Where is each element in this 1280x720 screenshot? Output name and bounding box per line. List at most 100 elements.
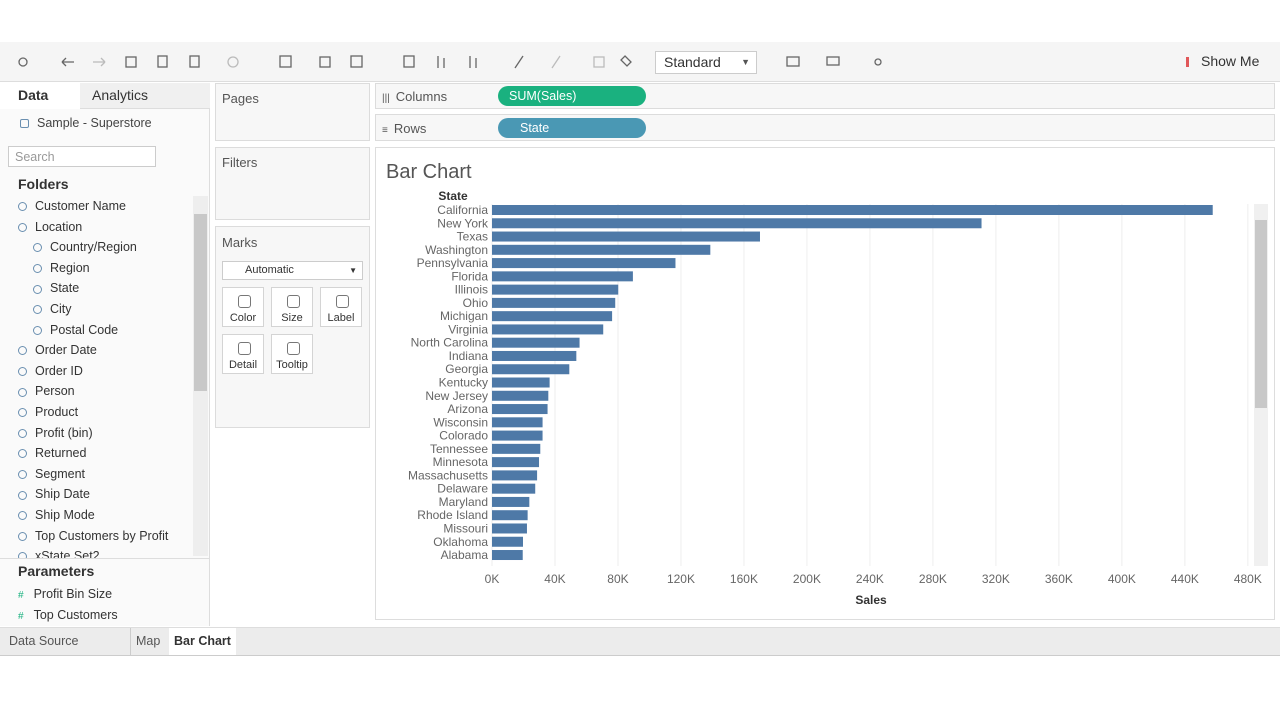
y-tick-label: Alabama [441, 548, 489, 562]
bar [492, 523, 527, 534]
mark-button[interactable]: Size [271, 287, 313, 327]
bar [492, 244, 711, 255]
mark-button[interactable]: Detail [222, 334, 264, 374]
field[interactable]: Location [18, 220, 82, 234]
y-tick-label: Oklahoma [433, 535, 488, 549]
field-name: Returned [35, 446, 87, 461]
bar [492, 205, 1213, 215]
y-tick-label: North Carolina [411, 336, 489, 350]
field[interactable]: Ship Mode [18, 508, 95, 522]
mark-button[interactable]: Tooltip [271, 334, 313, 374]
marks-card: Marks Automatic ▼ Color Size Label Detail Too… [215, 226, 370, 428]
field-name: Region [50, 260, 90, 275]
bar [492, 364, 570, 375]
field[interactable]: Country/Region [33, 240, 137, 254]
x-tick-label: 480K [1234, 572, 1262, 586]
columns-shelf: ||| Columns SUM(Sales) [375, 83, 1275, 109]
y-tick-label: Maryland [439, 495, 488, 509]
pages-title: Pages [222, 91, 259, 106]
field[interactable]: Top Customers by Profit [18, 529, 168, 543]
field[interactable]: State [33, 281, 79, 295]
y-axis-title: State [438, 189, 468, 203]
field-name: State [50, 281, 80, 296]
y-tick-label: Illinois [455, 283, 488, 297]
field[interactable]: Returned [18, 446, 86, 460]
bar [492, 536, 523, 547]
mark-type-dropdown[interactable]: Automatic ▼ [222, 261, 363, 280]
mark-button-label: Size [281, 312, 303, 324]
pages-card: Pages [215, 83, 370, 141]
field-name: Top Customers by Profit [35, 528, 169, 543]
bar [492, 218, 982, 229]
view-size: Standard [664, 54, 721, 70]
parameter[interactable]: # Profit Bin Size [18, 587, 113, 601]
mark-button-label: Detail [228, 359, 258, 371]
bar [492, 510, 528, 521]
data-source[interactable]: Sample - Superstore [20, 116, 152, 130]
field-name: Ship Date [35, 487, 90, 502]
field[interactable]: Postal Code [33, 323, 118, 337]
field[interactable]: Profit (bin) [18, 426, 93, 440]
search-box[interactable]: Search [8, 146, 156, 167]
bar [492, 284, 619, 295]
y-tick-label: Wisconsin [433, 415, 488, 429]
chart: Bar Chart State Sales 0K 40K 80K 120K 160K 200K 2… [386, 161, 1268, 607]
bar [492, 390, 549, 401]
marks-title: Marks [222, 235, 258, 250]
y-tick-label: Kentucky [439, 376, 488, 390]
bar [492, 404, 548, 415]
bar [492, 231, 760, 242]
y-tick-label: New York [437, 216, 489, 230]
field-name: Person [35, 384, 75, 399]
toolbar-icons [18, 55, 632, 69]
x-tick-label: 400K [1108, 572, 1136, 586]
analytics-tab[interactable]: Analytics [80, 83, 210, 109]
field[interactable]: Ship Date [18, 487, 90, 501]
y-tick-label: Washington [425, 243, 488, 257]
data-source-tab[interactable]: Data Source [9, 634, 79, 648]
field-name: Postal Code [50, 322, 119, 337]
mark-button-label: Label [327, 312, 355, 324]
mark-button-label: Tooltip [276, 359, 308, 371]
field[interactable]: Person [18, 384, 75, 398]
mark-button[interactable]: Color [222, 287, 264, 327]
field-name: Location [35, 219, 83, 234]
toolbar: Standard ▼ Show Me [0, 42, 1280, 82]
field-name: Profit (bin) [35, 425, 93, 440]
field[interactable]: City [33, 302, 72, 316]
x-tick-label: 0K [485, 572, 500, 586]
field-name: Product [35, 405, 79, 419]
parameter[interactable]: # Top Customers [18, 608, 118, 622]
field-name: Order Date [35, 343, 97, 358]
bars [492, 205, 1213, 561]
field[interactable]: Segment [18, 467, 85, 481]
rows-pill[interactable]: State [498, 118, 646, 138]
data-tab[interactable]: Data [0, 83, 80, 109]
bar [492, 350, 577, 361]
map-tab[interactable]: Map [130, 628, 165, 655]
field[interactable]: Customer Name [18, 199, 126, 213]
view-size-dropdown[interactable]: Standard ▼ [655, 51, 757, 74]
scrollbar [193, 196, 208, 556]
field[interactable]: Product [18, 405, 78, 419]
viz-area: Bar Chart State Sales 0K 40K 80K 120K 160K 200K 2… [375, 147, 1275, 620]
mark-button[interactable]: Label [320, 287, 362, 327]
x-tick-label: 160K [730, 572, 758, 586]
y-tick-label: Virginia [448, 322, 488, 336]
bar [492, 297, 616, 308]
bar-chart-tab[interactable]: Bar Chart [169, 628, 236, 655]
columns-pill[interactable]: SUM(Sales) [498, 86, 646, 106]
columns-label: Columns [395, 89, 448, 104]
y-tick-label: Georgia [445, 362, 488, 376]
bar [492, 470, 538, 481]
field[interactable]: Order Date [18, 343, 97, 357]
show-me-button[interactable]: Show Me [1186, 53, 1259, 69]
field[interactable]: Region [33, 261, 90, 275]
field[interactable]: xState Set2 [18, 549, 100, 558]
field[interactable]: Order ID [18, 364, 83, 378]
bar [492, 430, 543, 441]
bar [492, 483, 536, 494]
rows-label: Rows [393, 121, 427, 136]
y-tick-label: Missouri [443, 521, 488, 535]
field-name: City [50, 302, 72, 316]
